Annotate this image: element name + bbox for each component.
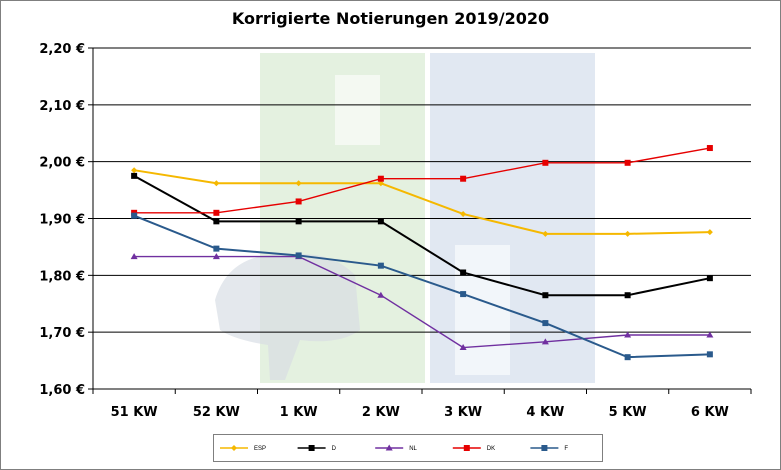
x-tick-label: 52 KW <box>193 405 240 420</box>
data-point <box>213 209 220 216</box>
legend-label: DK <box>487 446 495 452</box>
series-line <box>134 255 710 349</box>
data-point <box>377 262 384 269</box>
series-line <box>134 147 710 214</box>
data-point <box>706 275 713 282</box>
legend-marker <box>463 445 470 451</box>
data-point <box>377 291 385 298</box>
series-layer <box>130 145 714 361</box>
y-tick-label: 1,70 € <box>39 326 85 341</box>
y-tick-label: 1,80 € <box>39 269 85 284</box>
series-line <box>133 214 710 359</box>
y-tick-label: 2,10 € <box>39 99 85 114</box>
data-point <box>295 198 302 205</box>
legend-label: D <box>332 446 337 452</box>
x-axis: 51 KW 52 KW 1 KW 2 KW 3 KW 4 KW 5 KW 6 KW <box>92 388 752 420</box>
legend-marker <box>541 445 548 451</box>
legend: ESP D NL DK F <box>213 434 603 462</box>
data-point <box>624 230 631 237</box>
data-point <box>295 252 302 259</box>
data-point <box>213 180 220 187</box>
data-point <box>295 218 302 225</box>
data-point <box>130 253 138 260</box>
data-point <box>213 245 220 252</box>
data-point <box>624 159 631 166</box>
x-tick-label: 5 KW <box>609 405 647 420</box>
data-point <box>131 212 138 219</box>
chart-title: Korrigierte Notierungen 2019/2020 <box>231 9 550 28</box>
legend-label: NL <box>409 446 417 452</box>
x-tick-label: 2 KW <box>362 405 400 420</box>
data-point <box>624 292 631 299</box>
legend-item-f: F <box>530 445 568 452</box>
legend-canvas: ESP D NL DK F <box>220 444 568 452</box>
grid-lines <box>93 47 751 390</box>
data-point <box>460 210 467 217</box>
y-axis: 1,60 € 1,70 € 1,80 € 1,90 € 2,00 € 2,10 € 2,20… <box>39 42 94 398</box>
x-tick-label: 3 KW <box>444 405 482 420</box>
data-point <box>706 351 713 358</box>
data-point <box>131 172 138 179</box>
series-d <box>131 172 713 299</box>
data-point <box>542 159 549 166</box>
legend-item-dk: DK <box>452 445 495 452</box>
data-point <box>377 175 384 182</box>
legend-label: F <box>564 446 568 452</box>
data-point <box>624 331 632 338</box>
legend-marker <box>308 445 315 451</box>
x-tick-label: 4 KW <box>526 405 564 420</box>
legend-marker <box>231 445 237 451</box>
y-tick-label: 2,00 € <box>39 156 85 171</box>
data-point <box>377 180 384 187</box>
data-point <box>706 145 713 152</box>
series-line <box>133 174 711 297</box>
data-point <box>706 331 714 338</box>
legend-item-d: D <box>297 445 337 452</box>
data-point <box>542 320 549 327</box>
data-point <box>131 167 138 174</box>
y-tick-label: 2,20 € <box>39 42 85 57</box>
y-tick-label: 1,60 € <box>39 383 85 398</box>
data-point <box>295 180 302 187</box>
legend-label: ESP <box>254 446 266 452</box>
x-tick-label: 6 KW <box>691 405 729 420</box>
legend-marker <box>385 444 393 451</box>
data-point <box>460 175 467 182</box>
data-point <box>541 338 549 345</box>
data-point <box>459 344 467 351</box>
data-point <box>624 354 631 361</box>
data-point <box>460 291 467 298</box>
data-point <box>460 269 467 276</box>
legend-item-nl: NL <box>375 444 418 452</box>
x-tick-label: 1 KW <box>280 405 318 420</box>
series-nl <box>130 253 714 351</box>
data-point <box>212 253 220 260</box>
series-f <box>131 212 713 361</box>
data-point <box>377 218 384 225</box>
data-point <box>706 229 713 236</box>
series-esp <box>131 167 713 237</box>
legend-item-esp: ESP <box>220 445 266 452</box>
x-tick-label: 51 KW <box>111 405 158 420</box>
y-tick-label: 1,90 € <box>39 213 85 228</box>
data-point <box>542 230 549 237</box>
series-line <box>133 169 710 235</box>
data-point <box>213 218 220 225</box>
data-point <box>542 292 549 299</box>
